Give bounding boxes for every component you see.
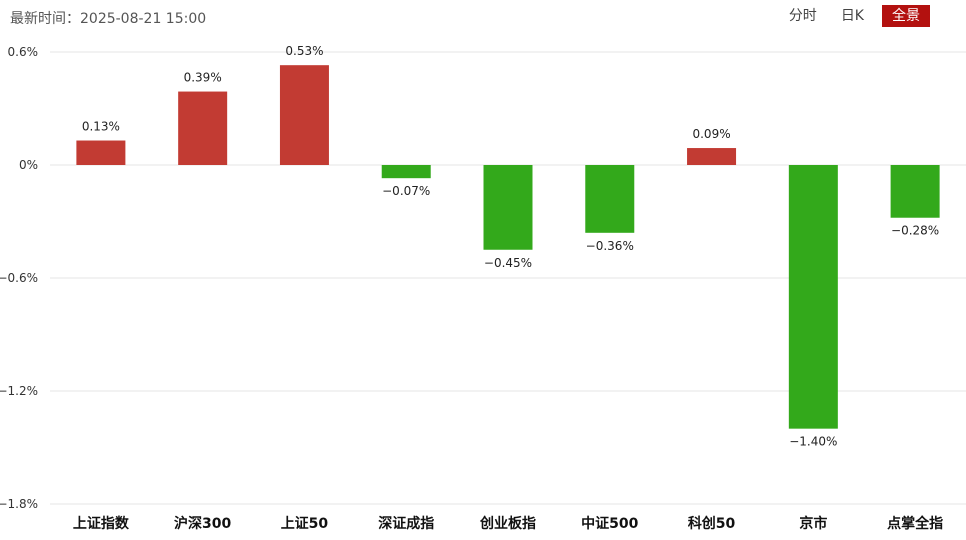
category-label: 科创50 — [688, 515, 736, 532]
value-label: −0.45% — [484, 256, 532, 270]
category-label: 创业板指 — [479, 515, 536, 532]
category-label: 上证指数 — [73, 515, 130, 532]
y-tick-label: 0.6% — [8, 45, 39, 59]
tab-daily-k[interactable]: 日K — [840, 8, 864, 24]
category-labels: 上证指数 沪深300 上证50 深证成指 创业板指 中证500 科创50 京市 点掌全指 — [73, 515, 943, 532]
value-label: 0.13% — [82, 120, 120, 134]
bars — [76, 65, 940, 429]
bar — [483, 165, 533, 250]
y-tick-label: −1.2% — [0, 384, 38, 398]
category-label: 深证成指 — [378, 515, 434, 532]
value-label: −0.28% — [891, 224, 939, 238]
category-label: 上证50 — [281, 516, 329, 532]
chart-header: 最新时间：2025-08-21 15:00 分时 日K 全景 — [0, 0, 966, 34]
bar — [381, 165, 431, 179]
bar — [788, 165, 838, 429]
bar — [178, 91, 228, 165]
tab-intraday[interactable]: 分时 — [788, 8, 817, 24]
value-label: 0.53% — [285, 44, 323, 58]
value-label: 0.39% — [184, 71, 222, 85]
bar — [279, 65, 329, 165]
category-label: 中证500 — [581, 515, 638, 532]
value-label: −1.40% — [789, 435, 837, 449]
y-tick-label: −0.6% — [0, 271, 38, 285]
bar — [585, 165, 635, 233]
category-label: 沪深300 — [174, 515, 231, 532]
bar — [76, 140, 126, 165]
category-label: 点掌全指 — [887, 515, 943, 532]
update-time-label: 最新时间：2025-08-21 15:00 — [10, 11, 207, 27]
value-label: 0.09% — [692, 127, 730, 141]
value-label: −0.07% — [382, 184, 430, 198]
value-labels: 0.13% 0.39% 0.53% −0.07% −0.45% −0.36% 0.09% −1… — [82, 44, 939, 448]
bar — [687, 148, 737, 165]
y-axis-ticks: 0.6% 0% −0.6% −1.2% −1.8% — [0, 45, 38, 511]
view-tabs: 分时 日K 全景 — [783, 5, 930, 27]
y-tick-label: 0% — [19, 158, 38, 172]
bar — [890, 165, 940, 218]
tab-panorama[interactable]: 全景 — [882, 5, 930, 27]
value-label: −0.36% — [586, 239, 634, 253]
category-label: 京市 — [799, 515, 827, 532]
y-tick-label: −1.8% — [0, 497, 38, 511]
